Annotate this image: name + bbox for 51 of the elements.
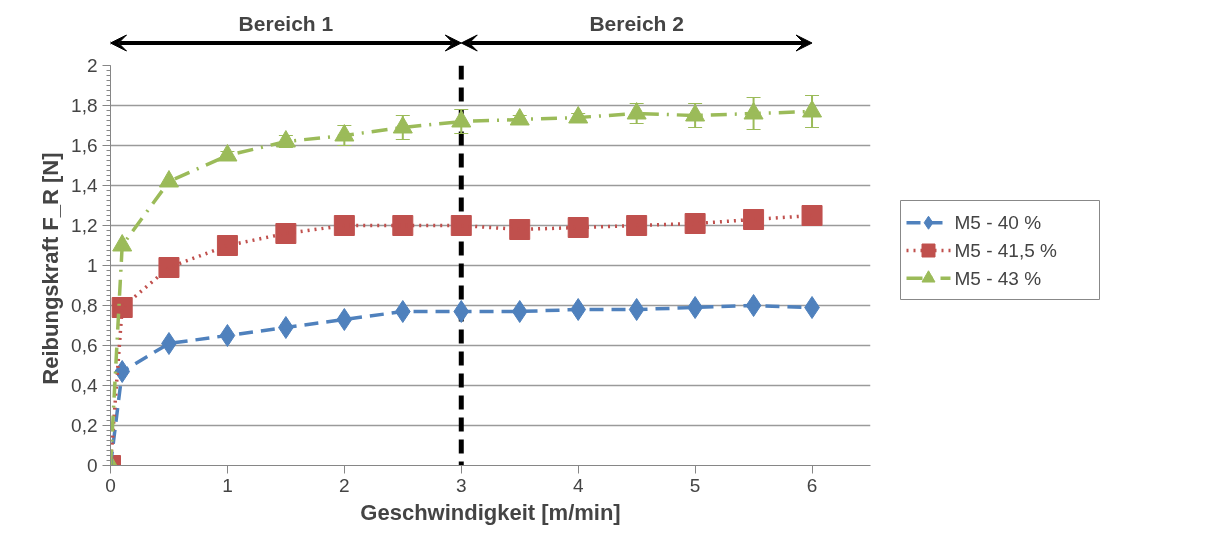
point	[217, 144, 238, 162]
point	[801, 205, 823, 226]
y-tick-label: 1,8	[71, 95, 98, 116]
point	[112, 234, 133, 252]
y-axis-title: Reibungskraft F_R [N]	[38, 152, 64, 385]
y-tick-label: 0,6	[71, 335, 98, 356]
x-tick-label: 2	[339, 474, 350, 496]
text: Bereich 1	[238, 12, 334, 35]
x-axis-title: Geschwindigkeit [m/min]	[360, 499, 621, 525]
point	[567, 217, 589, 238]
x-tick-label: 3	[455, 474, 467, 496]
point	[626, 215, 648, 236]
point	[802, 100, 823, 118]
point	[336, 308, 353, 331]
x-tick-label: 1	[222, 474, 233, 496]
point	[743, 209, 765, 230]
x-tick-label: 0	[105, 474, 116, 496]
point	[392, 116, 413, 134]
legend-label: M5 - 40 %	[954, 212, 1042, 234]
point	[275, 130, 296, 148]
text: Bereich 2	[589, 12, 684, 35]
y-tick-label: 2	[86, 55, 98, 76]
y-tick-label: 1,6	[71, 135, 98, 156]
point	[509, 108, 530, 126]
y-tick-label: 1	[86, 255, 98, 276]
point	[511, 300, 528, 323]
x-tick-label: 5	[689, 474, 701, 496]
point	[451, 110, 472, 128]
point	[216, 235, 238, 256]
point	[685, 104, 706, 122]
point	[275, 223, 297, 244]
x-tick-label: 6	[806, 474, 818, 496]
y-tick-label: 1,4	[71, 175, 98, 196]
y-tick-label: 1,2	[71, 215, 98, 236]
y-tick-label: 0	[86, 455, 98, 476]
point	[626, 102, 647, 120]
point	[684, 213, 706, 234]
y-tick-label: 0,2	[71, 415, 98, 436]
point	[450, 215, 472, 236]
point	[333, 215, 355, 236]
point	[568, 106, 589, 124]
point	[392, 215, 414, 236]
point	[158, 257, 180, 278]
y-tick-label: 0,8	[71, 295, 98, 316]
point	[509, 219, 531, 240]
legend-label: M5 - 43 %	[954, 267, 1042, 289]
legend-label: M5 - 41,5 %	[954, 240, 1058, 261]
x-tick-label: 4	[572, 474, 584, 496]
point	[158, 170, 179, 188]
y-tick-label: 0,4	[71, 375, 98, 396]
point	[111, 297, 133, 318]
